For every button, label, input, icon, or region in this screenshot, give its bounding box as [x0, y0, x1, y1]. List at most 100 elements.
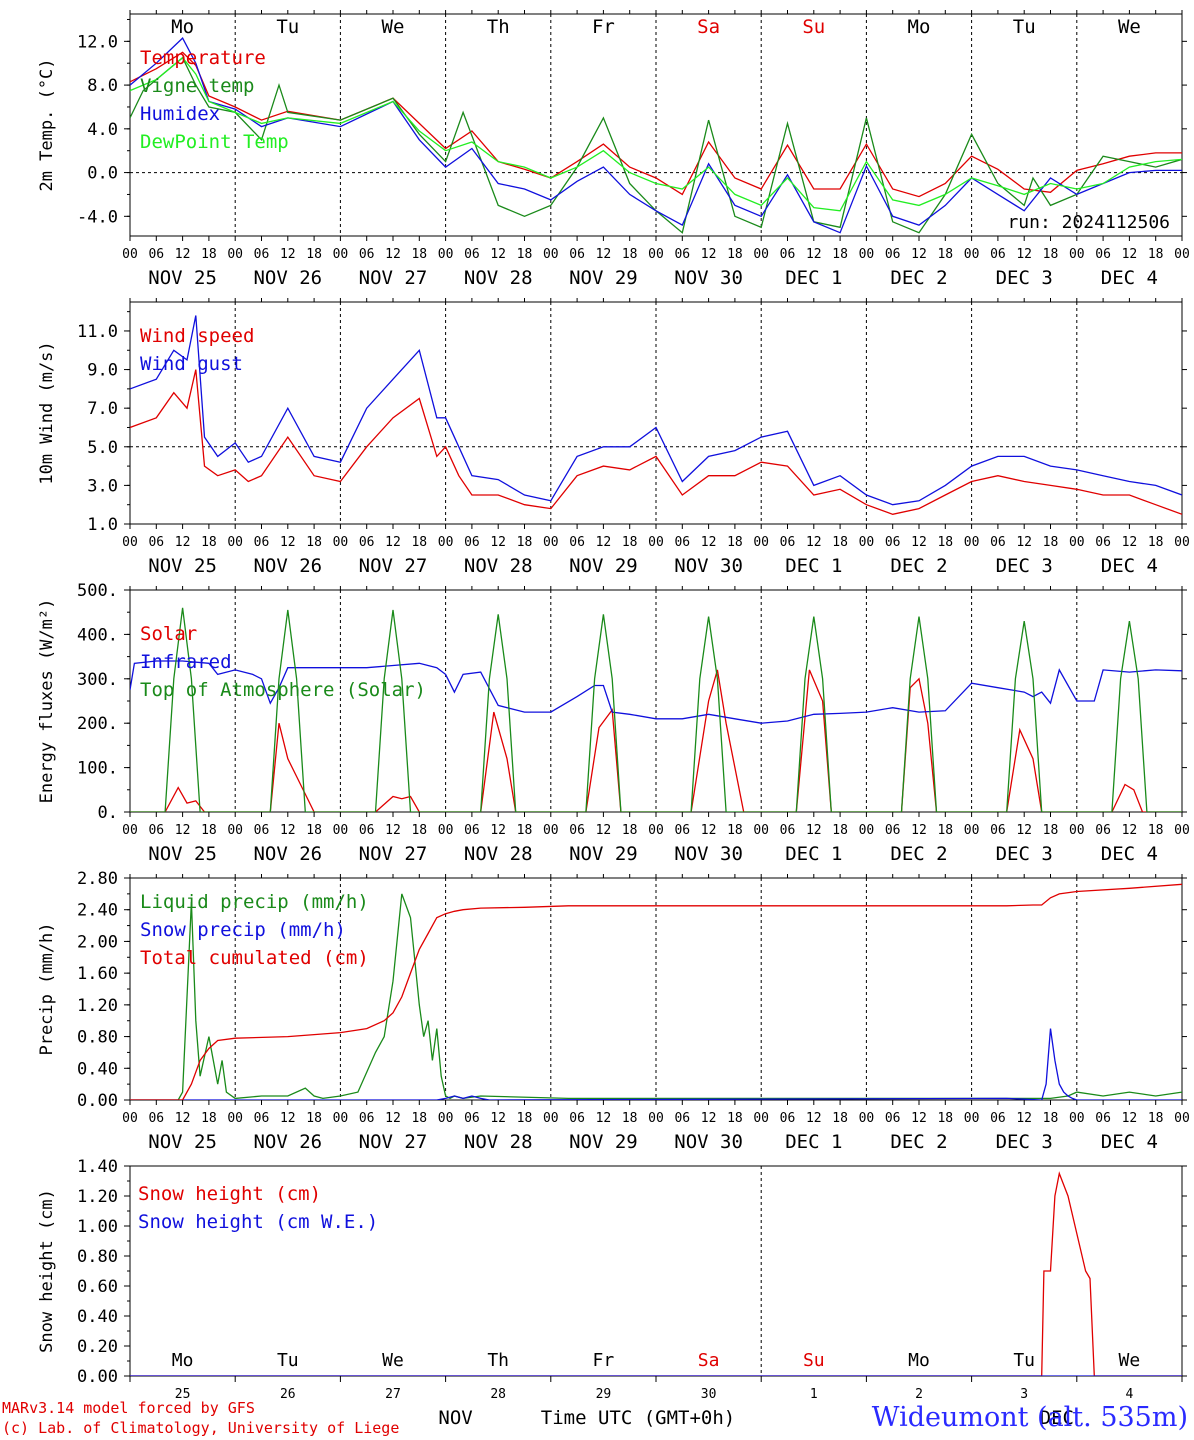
legend-entry: Wind speed: [140, 325, 254, 347]
day-label: DEC 3: [996, 267, 1053, 289]
hour-tick-label: 06: [674, 535, 690, 550]
hour-tick-label: 18: [306, 823, 322, 838]
day-label: NOV 25: [148, 267, 217, 289]
y-axis-label: 10m Wind (m/s): [37, 341, 57, 484]
day-label: NOV 30: [674, 267, 743, 289]
hour-tick-label: 18: [517, 823, 533, 838]
day-label: NOV 30: [674, 1131, 743, 1153]
legend-entry: Top of Atmosphere (Solar): [140, 679, 426, 701]
hour-tick-label: 06: [990, 535, 1006, 550]
hour-tick-label: 12: [280, 823, 296, 838]
hour-tick-label: 06: [990, 1111, 1006, 1126]
hour-tick-label: 12: [1016, 1111, 1032, 1126]
hour-tick-label: 06: [885, 823, 901, 838]
hour-tick-label: 00: [122, 823, 138, 838]
hour-tick-label: 06: [1095, 1111, 1111, 1126]
series-line: [130, 607, 1182, 812]
hour-tick-label: 18: [832, 1111, 848, 1126]
hour-tick-label: 06: [569, 247, 585, 262]
hour-tick-label: 06: [359, 535, 375, 550]
day-number-label: 28: [490, 1387, 506, 1402]
day-label: DEC 4: [1101, 267, 1158, 289]
y-tick-label: 2.40: [77, 901, 118, 921]
hour-tick-label: 12: [1122, 535, 1138, 550]
hour-tick-label: 12: [911, 247, 927, 262]
hour-tick-label: 06: [1095, 823, 1111, 838]
hour-tick-label: 18: [937, 247, 953, 262]
hour-tick-label: 00: [1069, 535, 1085, 550]
hour-tick-label: 00: [438, 247, 454, 262]
legend-entry: Temperature: [140, 47, 266, 69]
hour-tick-label: 06: [359, 823, 375, 838]
day-number-label: 30: [701, 1387, 717, 1402]
y-tick-label: 7.0: [87, 399, 118, 419]
y-tick-label: 8.0: [87, 76, 118, 96]
hour-tick-label: 18: [1148, 247, 1164, 262]
y-tick-label: -4.0: [77, 207, 118, 227]
hour-tick-label: 00: [333, 247, 349, 262]
hour-tick-label: 00: [543, 247, 559, 262]
hour-tick-label: 12: [385, 1111, 401, 1126]
hour-tick-label: 06: [254, 1111, 270, 1126]
weekday-label: Sa: [697, 16, 720, 38]
day-number-label: 27: [385, 1387, 401, 1402]
y-axis-label: Snow height (cm): [37, 1189, 57, 1353]
day-label: DEC 3: [996, 843, 1053, 865]
hour-tick-label: 12: [280, 1111, 296, 1126]
series-line: [130, 1028, 1182, 1100]
hour-tick-label: 18: [832, 535, 848, 550]
series-line: [130, 369, 1182, 515]
day-label: NOV 29: [569, 555, 638, 577]
hour-tick-label: 06: [148, 247, 164, 262]
day-label: NOV 26: [253, 843, 322, 865]
hour-tick-label: 06: [569, 535, 585, 550]
hour-tick-label: 18: [832, 247, 848, 262]
run-label: run: 2024112506: [1007, 212, 1170, 233]
hour-tick-label: 06: [885, 1111, 901, 1126]
hour-tick-label: 18: [727, 535, 743, 550]
hour-tick-label: 00: [543, 1111, 559, 1126]
hour-tick-label: 12: [596, 1111, 612, 1126]
hour-tick-label: 00: [859, 823, 875, 838]
hour-tick-label: 12: [701, 535, 717, 550]
weekday-label: Mo: [171, 16, 194, 38]
hour-tick-label: 18: [411, 1111, 427, 1126]
hour-tick-label: 06: [148, 1111, 164, 1126]
hour-tick-label: 00: [964, 535, 980, 550]
hour-tick-label: 18: [201, 823, 217, 838]
y-tick-label: 1.0: [87, 515, 118, 535]
day-label: DEC 4: [1101, 843, 1158, 865]
month-label: DEC: [1040, 1407, 1074, 1429]
hour-tick-label: 00: [1069, 247, 1085, 262]
hour-tick-label: 00: [964, 1111, 980, 1126]
y-tick-label: 0.: [98, 803, 118, 823]
hour-tick-label: 18: [1148, 535, 1164, 550]
hour-tick-label: 18: [727, 247, 743, 262]
day-label: NOV 29: [569, 843, 638, 865]
hour-tick-label: 12: [175, 247, 191, 262]
day-label: NOV 28: [464, 555, 533, 577]
day-number-label: 29: [596, 1387, 612, 1402]
hour-tick-label: 12: [1122, 1111, 1138, 1126]
weekday-label: Fr: [592, 16, 615, 38]
day-label: NOV 27: [359, 1131, 428, 1153]
panel-3: [124, 586, 1187, 817]
weekday-label: We: [1119, 1350, 1141, 1371]
series-line: [130, 669, 1182, 812]
weekday-label: Mo: [908, 16, 931, 38]
day-label: NOV 27: [359, 555, 428, 577]
hour-tick-label: 00: [753, 535, 769, 550]
hour-tick-label: 12: [1016, 535, 1032, 550]
hour-tick-label: 00: [122, 535, 138, 550]
weekday-label: Sa: [698, 1350, 720, 1371]
legend-entry: Humidex: [140, 103, 220, 125]
hour-tick-label: 00: [859, 535, 875, 550]
panel-5: [124, 1165, 1187, 1382]
hour-tick-label: 18: [306, 535, 322, 550]
weekday-label: Su: [803, 1350, 825, 1371]
hour-tick-label: 18: [937, 1111, 953, 1126]
panel-2: [124, 298, 1187, 529]
hour-tick-label: 00: [438, 535, 454, 550]
hour-tick-label: 06: [1095, 535, 1111, 550]
